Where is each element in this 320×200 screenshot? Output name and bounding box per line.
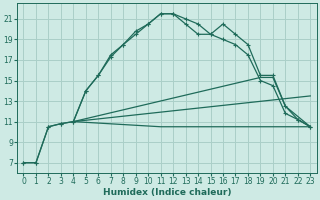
X-axis label: Humidex (Indice chaleur): Humidex (Indice chaleur) [103,188,231,197]
